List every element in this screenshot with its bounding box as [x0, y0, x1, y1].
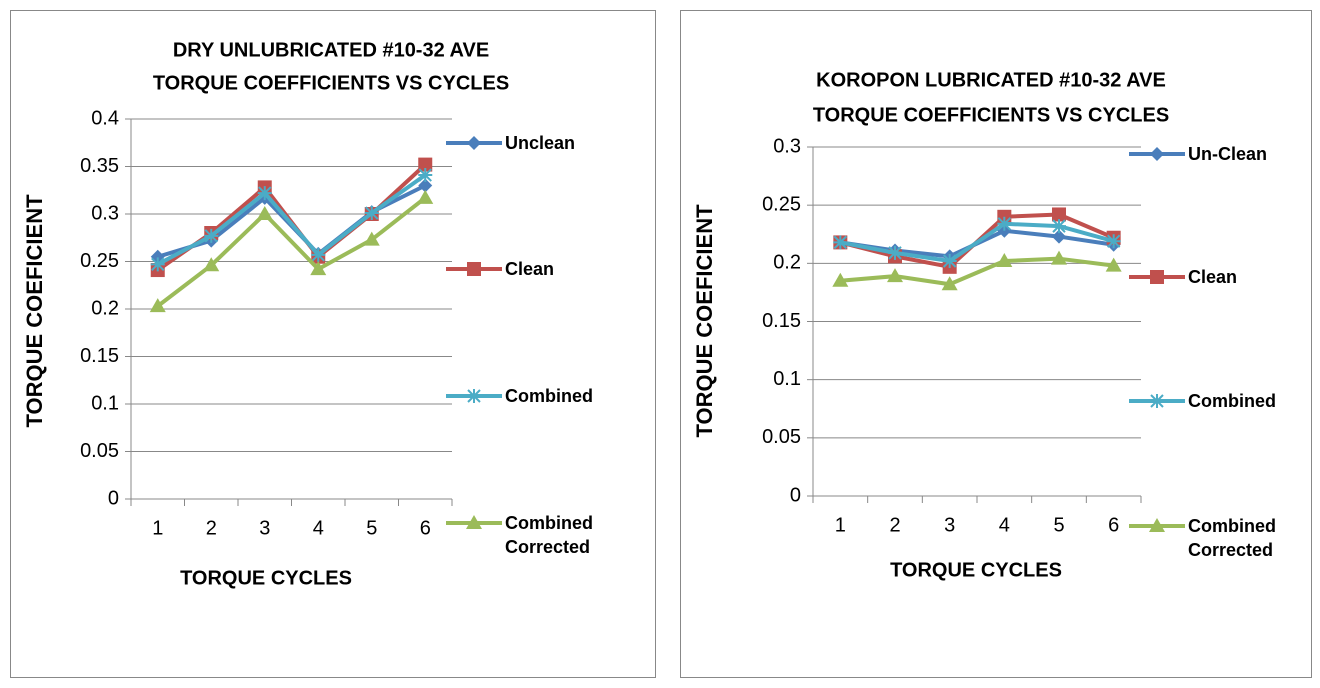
x-tick-label: 2 [889, 514, 900, 536]
legend-label: Clean [1188, 267, 1238, 287]
marker [257, 186, 272, 201]
x-tick-label: 3 [259, 517, 270, 539]
marker [1150, 147, 1164, 161]
y-tick-label: 0.4 [91, 107, 119, 129]
x-tick-label: 5 [366, 517, 377, 539]
marker [310, 261, 327, 276]
legend-label: Combined Corrected [505, 513, 593, 557]
marker [1105, 257, 1122, 272]
marker [833, 235, 848, 250]
x-tick-label: 4 [999, 514, 1010, 536]
y-axis-title: TORQUE COEFICIENT [692, 204, 717, 438]
legend-label: Un-Clean [1188, 144, 1268, 164]
series [150, 168, 433, 272]
legend-label: Combined [505, 386, 593, 406]
marker [467, 262, 481, 276]
marker [311, 247, 326, 262]
chart-title: KOROPON LUBRICATED #10-32 AVE [816, 69, 1166, 91]
marker [150, 257, 165, 272]
marker [1150, 270, 1164, 284]
series-line [156, 173, 427, 267]
marker [418, 168, 433, 183]
marker [888, 245, 902, 260]
x-tick-label: 4 [313, 517, 324, 539]
legend-label: Clean [505, 259, 555, 279]
marker [467, 389, 481, 403]
marker [363, 231, 380, 246]
marker [203, 257, 220, 272]
marker [1150, 394, 1164, 408]
y-tick-label: 0.3 [91, 202, 119, 224]
y-tick-label: 0 [108, 487, 119, 509]
marker [466, 515, 482, 529]
marker [997, 216, 1012, 231]
y-tick-label: 0.1 [91, 392, 119, 414]
x-tick-label: 1 [835, 514, 846, 536]
y-tick-label: 0.3 [773, 135, 801, 157]
y-tick-label: 0.1 [773, 368, 801, 390]
legend-label: Combined Corrected [1188, 516, 1276, 560]
marker [467, 136, 481, 150]
x-tick-label: 5 [1053, 514, 1064, 536]
y-tick-label: 0.05 [762, 426, 801, 448]
legend-label: Combined [1188, 391, 1276, 411]
chart-panel: KOROPON LUBRICATED #10-32 AVE TORQUE COEF… [680, 10, 1312, 678]
chart: DRY UNLUBRICATED #10-32 AVE TORQUE COEFFI… [22, 39, 509, 589]
x-tick-label: 2 [206, 517, 217, 539]
chart: KOROPON LUBRICATED #10-32 AVE TORQUE COEF… [692, 69, 1185, 581]
y-tick-label: 0.25 [80, 250, 119, 272]
marker [204, 228, 219, 243]
x-tick-label: 1 [152, 517, 163, 539]
marker [1052, 207, 1066, 222]
y-tick-label: 0.35 [80, 155, 119, 177]
x-axis-title: TORQUE CYCLES [890, 559, 1062, 581]
chart-title: TORQUE COEFFICIENTS VS CYCLES [813, 104, 1169, 126]
marker [256, 206, 273, 220]
y-axis-title: TORQUE COEFICIENT [22, 194, 47, 428]
series-line [840, 256, 1114, 287]
chart-panel: DRY UNLUBRICATED #10-32 AVE TORQUE COEFFI… [10, 10, 656, 678]
y-tick-label: 0 [790, 484, 801, 506]
series-line [156, 163, 427, 272]
x-tick-label: 6 [1108, 514, 1119, 536]
legend-label: Unclean [505, 133, 576, 153]
series [833, 216, 1121, 269]
marker [418, 157, 433, 172]
series [150, 157, 433, 278]
chart-title: TORQUE COEFFICIENTS VS CYCLES [153, 72, 509, 94]
marker [941, 276, 958, 291]
x-tick-label: 6 [420, 517, 431, 539]
y-tick-label: 0.15 [762, 310, 801, 332]
y-tick-label: 0.05 [80, 440, 119, 462]
marker [996, 253, 1013, 268]
marker [417, 189, 434, 204]
y-tick-label: 0.2 [773, 252, 801, 274]
y-tick-label: 0.15 [80, 345, 119, 367]
x-axis-title: TORQUE CYCLES [180, 567, 352, 589]
marker [942, 254, 957, 269]
y-tick-label: 0.2 [91, 297, 119, 319]
marker [1052, 229, 1066, 244]
y-tick-label: 0.25 [762, 193, 801, 215]
series [832, 250, 1122, 291]
series [149, 189, 434, 313]
marker [364, 206, 379, 221]
marker [887, 268, 903, 283]
marker [1052, 219, 1066, 234]
marker [1106, 234, 1121, 249]
marker [149, 298, 166, 313]
x-tick-label: 3 [944, 514, 955, 536]
chart-title: DRY UNLUBRICATED #10-32 AVE [173, 39, 489, 61]
marker [418, 178, 433, 193]
series-line [839, 221, 1115, 264]
series-line [156, 196, 427, 308]
marker [1149, 518, 1165, 532]
marker [832, 272, 849, 287]
marker [1051, 250, 1067, 265]
